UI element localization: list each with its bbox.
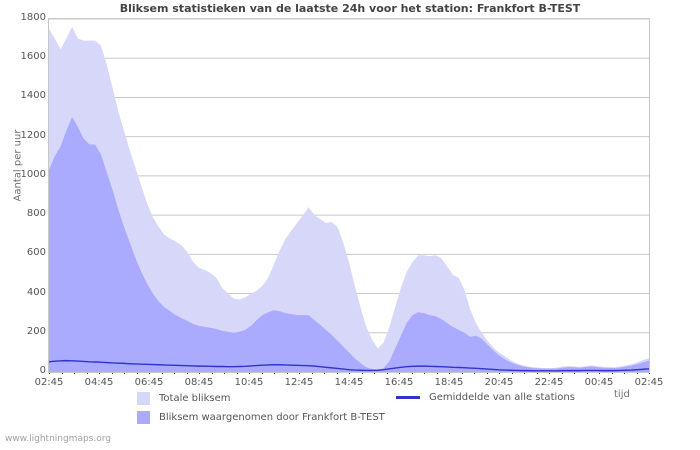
x-tick-label: 20:45 <box>484 377 514 388</box>
x-tick-label: 02:45 <box>634 377 664 388</box>
plot-area <box>48 18 650 373</box>
legend-item[interactable]: Totale bliksem <box>137 392 230 405</box>
site-footer: www.lightningmaps.org <box>5 434 111 444</box>
plot-svg <box>49 19 649 372</box>
chart-legend: Totale bliksem Bliksem waargenomen door F… <box>0 392 700 432</box>
y-tick-label: 1600 <box>20 51 46 63</box>
x-tick-label: 22:45 <box>534 377 564 388</box>
y-tick-label: 800 <box>26 208 46 220</box>
legend-item[interactable]: Bliksem waargenomen door Frankfort B-TES… <box>137 411 385 424</box>
series-line-average <box>49 361 649 371</box>
legend-label: Gemiddelde van alle stations <box>429 392 575 403</box>
x-tick-label: 14:45 <box>334 377 364 388</box>
series-area-station <box>49 117 649 372</box>
x-axis-label: tijd <box>614 389 630 400</box>
legend-label: Bliksem waargenomen door Frankfort B-TES… <box>159 412 385 423</box>
x-tick-label: 18:45 <box>434 377 464 388</box>
series-area-total <box>49 26 649 372</box>
legend-line-swatch <box>396 396 420 399</box>
legend-label: Totale bliksem <box>159 393 231 404</box>
chart-title: Bliksem statistieken van de laatste 24h … <box>119 2 581 15</box>
x-tick-label: 00:45 <box>584 377 614 388</box>
x-tick-label: 12:45 <box>284 377 314 388</box>
x-tick-label: 02:45 <box>34 377 64 388</box>
x-tick-label: 16:45 <box>384 377 414 388</box>
x-tick-label: 08:45 <box>184 377 214 388</box>
legend-item[interactable]: Gemiddelde van alle stations <box>396 392 575 403</box>
x-tick-label: 10:45 <box>234 377 264 388</box>
x-tick-label: 04:45 <box>84 377 114 388</box>
y-tick-label: 400 <box>26 286 46 298</box>
y-tick-label: 1400 <box>20 90 46 102</box>
legend-color-swatch <box>137 392 150 405</box>
y-tick-label: 1000 <box>20 168 46 180</box>
y-tick-label: 600 <box>26 247 46 259</box>
y-tick-label: 0 <box>39 365 46 376</box>
y-tick-label: 1800 <box>20 12 46 23</box>
legend-color-swatch <box>137 411 150 424</box>
x-tick-label: 06:45 <box>134 377 164 388</box>
y-tick-label: 200 <box>26 325 46 337</box>
y-tick-label: 1200 <box>20 129 46 141</box>
